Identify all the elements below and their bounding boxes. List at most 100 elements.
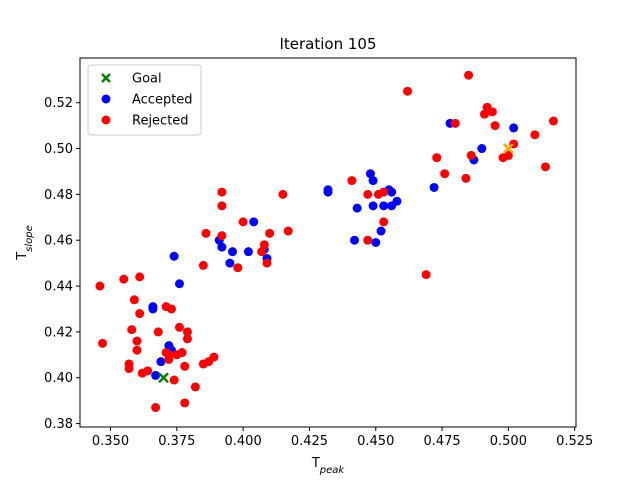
rejected-point xyxy=(143,366,153,376)
accepted-point xyxy=(429,182,439,192)
legend-marker-accepted xyxy=(101,94,111,104)
rejected-point xyxy=(153,327,163,337)
legend-label-goal: Goal xyxy=(132,72,162,87)
goal-point xyxy=(502,143,514,154)
goal-marker-stroke xyxy=(101,73,111,83)
x-tick-label: 0.450 xyxy=(357,434,394,449)
rejected-point xyxy=(363,189,373,199)
x-tick-label: 0.400 xyxy=(225,434,262,449)
rejected-point xyxy=(217,201,227,211)
x-tick-label: 0.475 xyxy=(423,434,460,449)
accepted-point xyxy=(392,196,402,206)
series-rejected xyxy=(95,70,558,413)
rejected-point xyxy=(167,304,177,314)
accepted-point xyxy=(174,279,184,289)
goal-marker-stroke xyxy=(158,372,169,384)
rejected-point xyxy=(217,231,227,241)
rejected-point xyxy=(278,189,288,199)
goal-marker-stroke xyxy=(502,143,514,154)
rejected-point xyxy=(132,336,142,346)
axes: 0.350 0.375 0.400 0.425 0.450 0.475 0.500 0.525… xyxy=(44,57,593,449)
rejected-point xyxy=(490,121,500,131)
y-tick-label: 0.38 xyxy=(44,417,73,432)
y-tick-label: 0.40 xyxy=(44,371,73,386)
accepted-point xyxy=(151,370,161,380)
accepted-point xyxy=(228,247,238,257)
rejected-point xyxy=(95,281,105,291)
rejected-point xyxy=(464,70,474,80)
rejected-point xyxy=(180,361,190,371)
rejected-point xyxy=(432,153,442,163)
x-tick-label: 0.375 xyxy=(158,434,195,449)
accepted-point xyxy=(387,187,397,197)
rejected-point xyxy=(182,334,192,344)
rejected-point xyxy=(347,176,357,186)
rejected-point xyxy=(98,338,108,348)
x-tick-label: 0.525 xyxy=(556,434,593,449)
rejected-point xyxy=(283,226,293,236)
goal-point xyxy=(158,372,169,384)
legend-label-accepted: Accepted xyxy=(132,93,193,108)
plot-frame xyxy=(79,57,577,428)
rejected-point xyxy=(182,327,192,337)
legend-marker-rejected xyxy=(101,115,111,125)
rejected-point xyxy=(119,274,129,284)
rejected-point xyxy=(440,169,450,179)
rejected-point xyxy=(201,228,211,238)
rejected-point xyxy=(379,217,389,227)
legend-box xyxy=(87,64,202,136)
rejected-point xyxy=(164,350,174,360)
rejected-point xyxy=(466,150,476,160)
y-tick-label: 0.44 xyxy=(44,280,73,295)
x-axis-label: Tpeak xyxy=(311,456,346,476)
accepted-point xyxy=(148,304,158,314)
accepted-point xyxy=(243,247,253,257)
accepted-point xyxy=(225,258,235,268)
accepted-point xyxy=(323,187,333,197)
rejected-point xyxy=(151,403,161,413)
accepted-point xyxy=(509,123,519,133)
rejected-point xyxy=(238,217,248,227)
y-axis-label-main: T xyxy=(15,252,30,261)
rejected-point xyxy=(233,263,243,273)
y-tick-label: 0.42 xyxy=(44,325,73,340)
rejected-point xyxy=(379,187,389,197)
accepted-point xyxy=(477,144,487,154)
rejected-point xyxy=(217,187,227,197)
rejected-point xyxy=(169,375,179,385)
rejected-point xyxy=(257,247,267,257)
rejected-point xyxy=(479,109,489,119)
chart-title: Iteration 105 xyxy=(279,35,376,53)
y-tick-label: 0.46 xyxy=(44,234,73,249)
x-tick-label: 0.425 xyxy=(291,434,328,449)
rejected-point xyxy=(174,322,184,332)
rejected-point xyxy=(180,398,190,408)
accepted-point xyxy=(249,217,259,227)
rejected-point xyxy=(548,116,558,126)
rejected-point xyxy=(262,258,272,268)
rejected-point xyxy=(198,260,208,270)
accepted-point xyxy=(217,242,227,252)
rejected-point xyxy=(540,162,550,172)
legend: Goal Accepted Rejected xyxy=(87,64,202,136)
accepted-point xyxy=(350,235,360,245)
series-goal xyxy=(158,143,514,384)
rejected-point xyxy=(363,235,373,245)
y-axis-label-sub: slope xyxy=(24,225,35,252)
rejected-point xyxy=(530,130,540,140)
rejected-point xyxy=(127,325,137,335)
y-tick-label: 0.48 xyxy=(44,188,73,203)
x-axis-label-sub: peak xyxy=(319,465,346,476)
rejected-point xyxy=(503,150,513,160)
accepted-point xyxy=(169,251,179,261)
rejected-point xyxy=(265,228,275,238)
rejected-point xyxy=(135,272,145,282)
legend-label-rejected: Rejected xyxy=(132,114,189,129)
rejected-point xyxy=(177,348,187,358)
accepted-point xyxy=(368,176,378,186)
rejected-point xyxy=(129,295,139,305)
series-accepted xyxy=(148,118,519,380)
y-tick-label: 0.50 xyxy=(44,142,73,157)
accepted-point xyxy=(365,169,375,179)
